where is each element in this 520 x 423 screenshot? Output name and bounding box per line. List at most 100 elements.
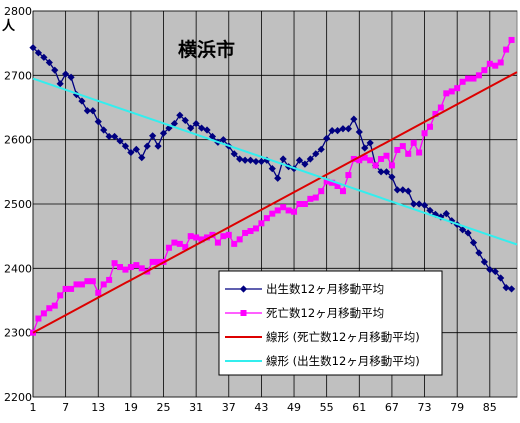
death-marker — [117, 264, 124, 271]
legend-label-3: 線形 (出生数12ヶ月移動平均) — [266, 354, 420, 368]
death-marker — [394, 146, 401, 153]
death-marker — [46, 305, 53, 312]
birth-marker — [40, 53, 48, 61]
y-tick-label: 2200 — [4, 391, 32, 404]
death-marker — [334, 182, 341, 189]
y-tick-label: 2800 — [4, 5, 32, 18]
y-tick-labels: 2200 2300 2400 2500 2600 2700 2800 — [4, 5, 32, 404]
death-marker — [312, 194, 319, 201]
birth-marker — [491, 267, 499, 276]
death-marker — [345, 172, 352, 179]
birth-marker — [268, 165, 276, 173]
y-tick-label: 2300 — [4, 327, 32, 340]
birth-marker — [404, 187, 412, 195]
death-marker — [78, 281, 85, 288]
birth-marker — [197, 124, 206, 132]
death-marker — [122, 266, 129, 273]
death-marker — [372, 162, 379, 169]
death-marker — [176, 240, 183, 247]
x-tick-label: 19 — [124, 401, 138, 414]
legend-label-0: 出生数12ヶ月移動平均 — [266, 282, 384, 296]
birth-marker — [132, 145, 140, 153]
death-marker — [481, 67, 488, 74]
birth-marker — [361, 144, 369, 152]
birth-marker — [246, 156, 255, 164]
birth-marker — [83, 107, 91, 115]
birth-marker — [459, 226, 467, 234]
birth-marker — [62, 70, 70, 78]
death-marker — [187, 233, 194, 240]
birth-marker — [208, 132, 217, 141]
death-marker — [399, 143, 406, 150]
death-marker — [111, 260, 118, 267]
y-axis-unit: 人 — [2, 18, 16, 34]
birth-marker — [469, 239, 478, 247]
birth-marker — [301, 160, 309, 168]
death-marker — [448, 88, 455, 95]
legend-label-2: 線形 (死亡数12ヶ月移動平均) — [266, 330, 420, 344]
birth-marker — [415, 200, 423, 208]
death-marker — [35, 315, 42, 322]
birth-marker — [279, 155, 287, 163]
birth-marker — [274, 174, 282, 182]
death-marker — [437, 104, 444, 111]
birth-marker — [295, 156, 304, 164]
death-marker — [378, 155, 385, 162]
birth-marker — [486, 266, 494, 274]
birth-marker — [143, 142, 151, 150]
death-marker — [459, 78, 466, 85]
birth-marker — [94, 118, 102, 126]
birth-marker — [393, 186, 401, 194]
birth-marker — [333, 127, 342, 135]
birth-marker — [306, 155, 314, 163]
birth-marker — [507, 285, 516, 293]
birth-marker — [426, 206, 434, 215]
death-marker — [127, 264, 134, 271]
birth-marker — [420, 201, 429, 209]
death-marker — [421, 130, 428, 137]
death-marker — [242, 229, 249, 236]
birth-marker — [192, 119, 200, 128]
death-marker — [280, 204, 287, 211]
death-marker — [149, 258, 156, 265]
death-marker — [252, 225, 259, 232]
death-marker — [416, 149, 423, 156]
birth-marker — [328, 127, 336, 135]
x-tick-label: 79 — [450, 401, 464, 414]
death-marker — [193, 234, 200, 241]
death-marker — [465, 75, 472, 82]
birth-marker — [388, 173, 396, 181]
death-marker — [486, 60, 493, 67]
birth-marker — [181, 116, 189, 124]
y-tick-label: 2400 — [4, 262, 32, 275]
birth-marker — [431, 210, 440, 218]
birth-marker — [252, 157, 260, 166]
birth-marker — [344, 125, 353, 133]
death-marker — [138, 265, 145, 272]
birth-marker — [323, 134, 331, 142]
birth-marker — [219, 136, 227, 144]
birth-marker — [257, 157, 266, 166]
death-marker — [285, 207, 292, 214]
death-marker — [410, 139, 417, 146]
death-marker — [329, 179, 336, 186]
birth-marker — [170, 119, 178, 128]
death-marker — [62, 285, 69, 292]
birth-marker — [480, 258, 488, 266]
death-marker — [318, 188, 325, 195]
death-marker — [73, 281, 80, 288]
x-tick-labels: 1 7 13 19 25 31 37 43 49 55 61 67 73 79 85 — [30, 401, 497, 414]
death-marker — [508, 36, 515, 43]
birth-marker — [121, 142, 130, 150]
death-marker — [106, 276, 113, 283]
death-marker — [454, 85, 461, 92]
death-marker — [263, 215, 270, 222]
birth-marker — [45, 58, 53, 67]
death-marker — [356, 157, 363, 164]
death-marker — [247, 228, 254, 235]
birth-marker — [203, 126, 211, 134]
x-tick-label: 43 — [254, 401, 268, 414]
death-marker — [231, 240, 238, 247]
